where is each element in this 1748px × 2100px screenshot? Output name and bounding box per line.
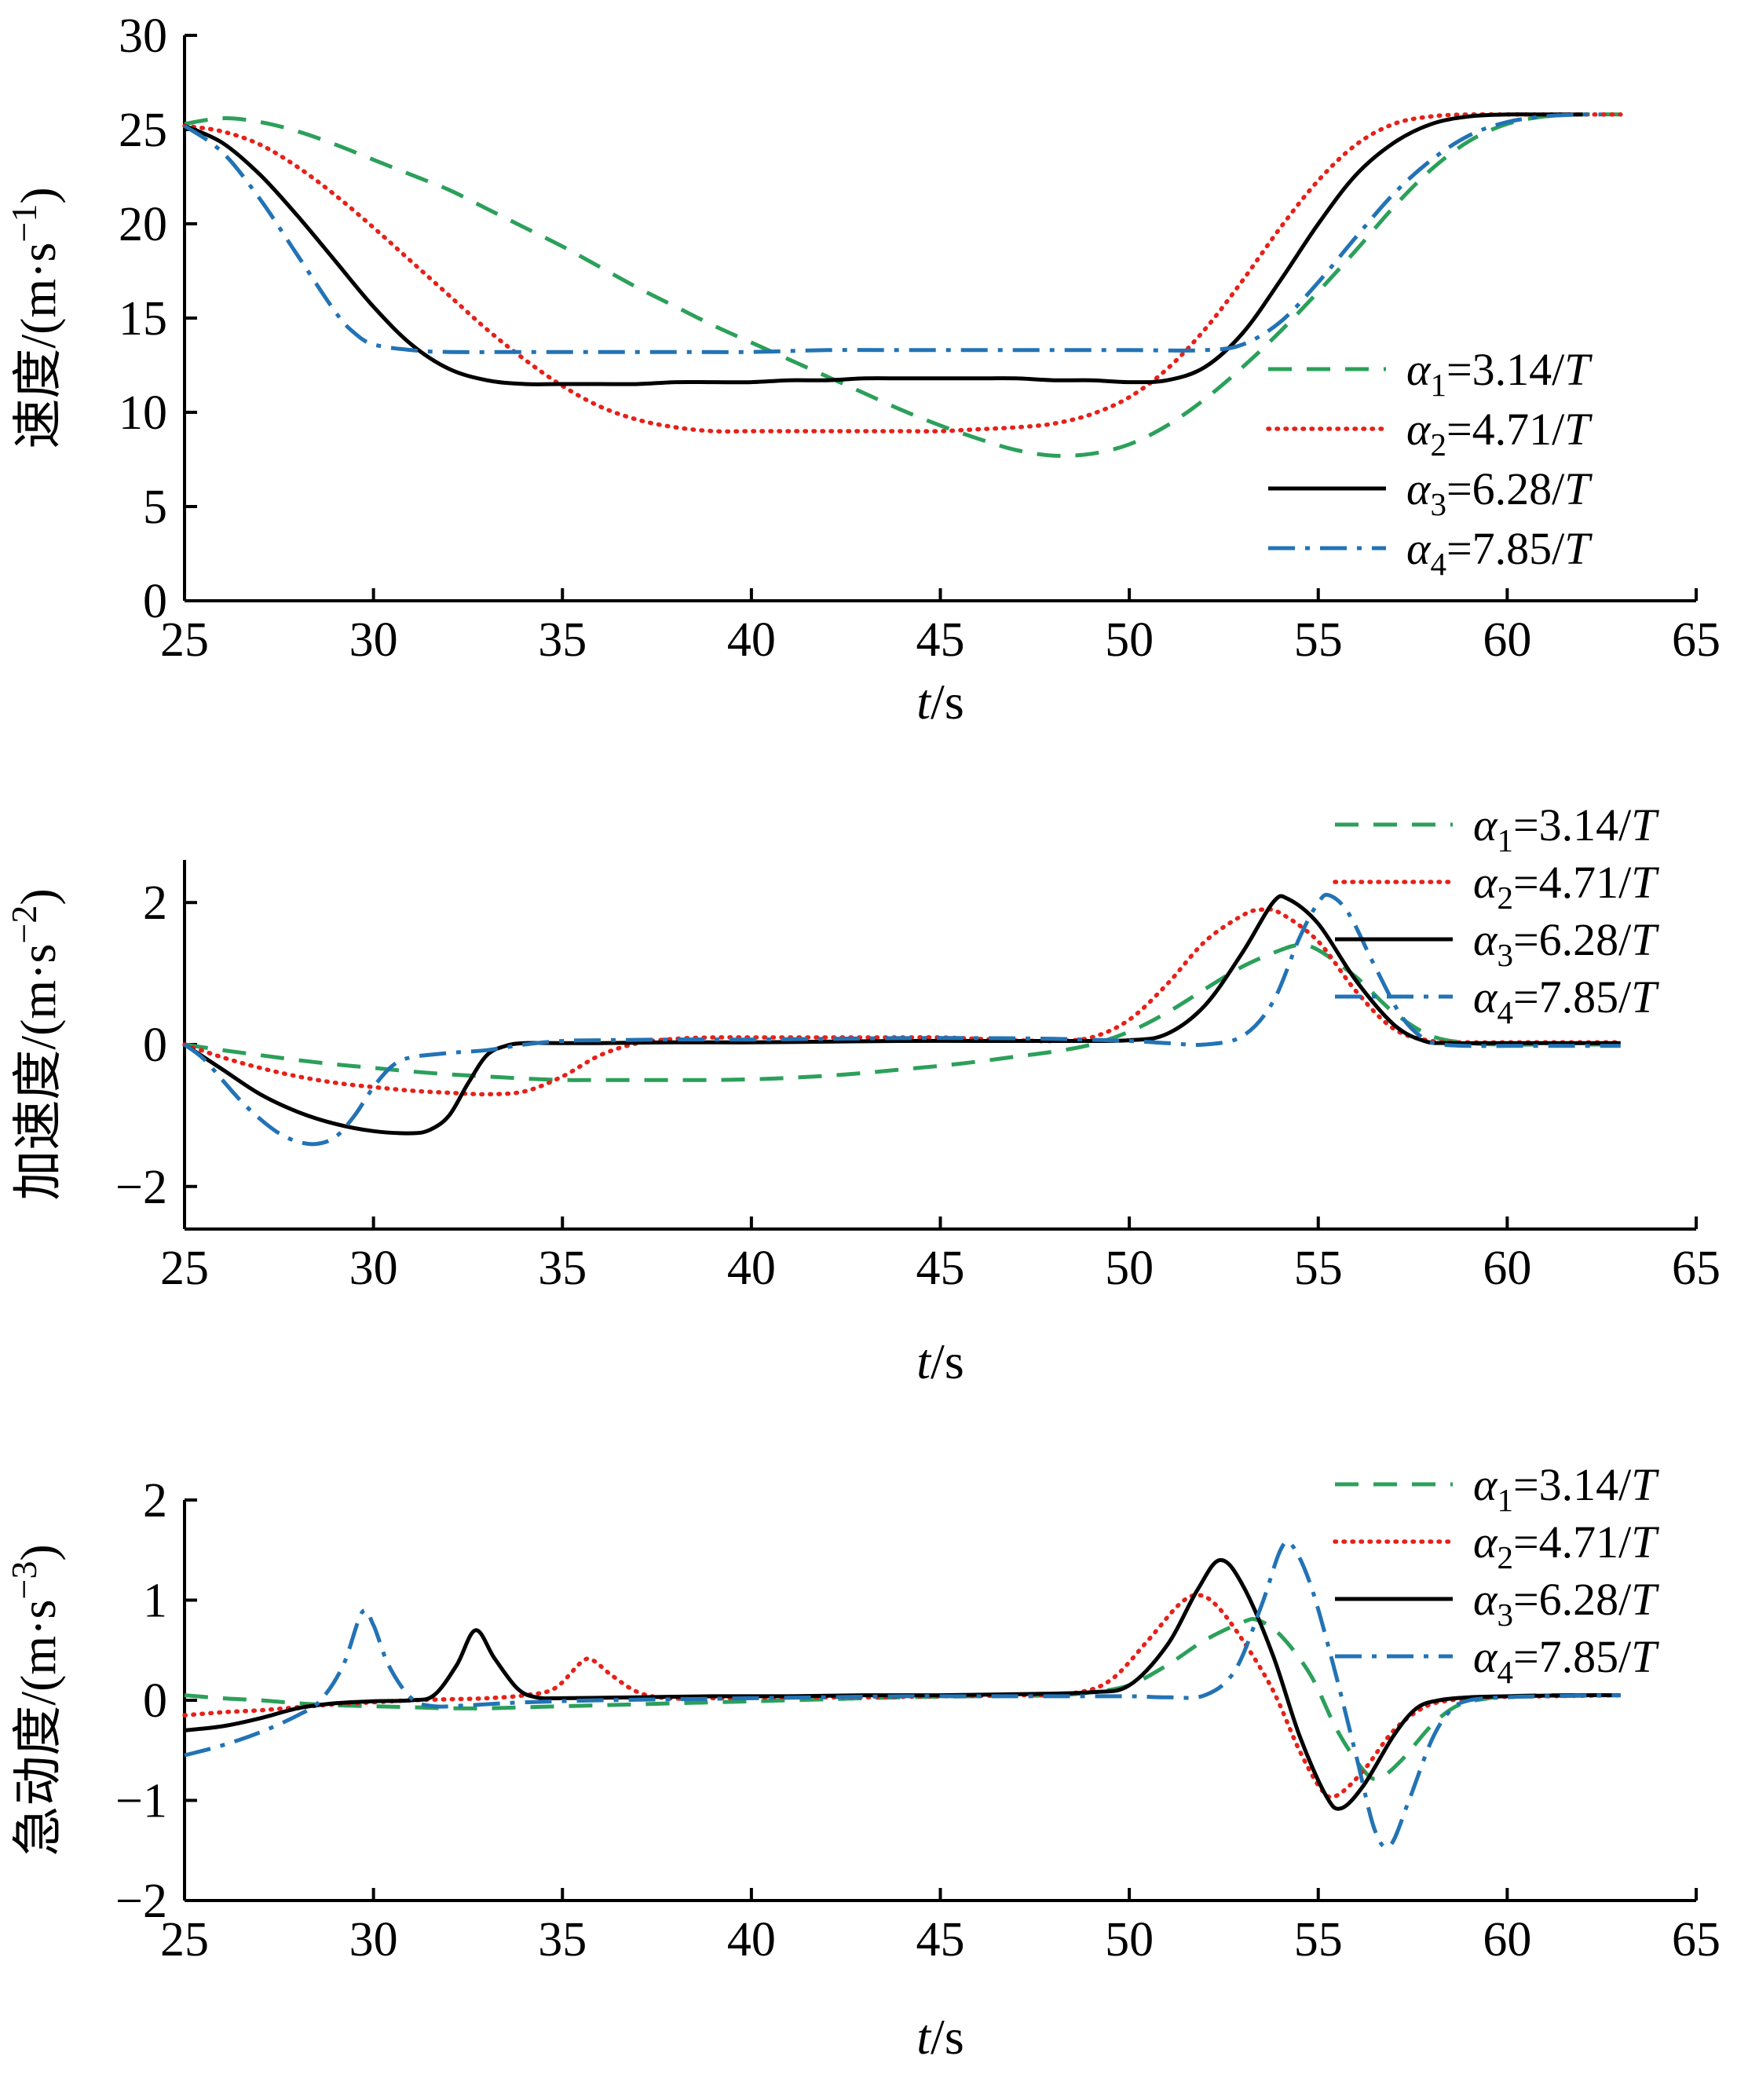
x-tick-label: 40 bbox=[727, 613, 776, 667]
legend-label-alpha1: α1=3.14/T bbox=[1473, 799, 1659, 858]
x-tick-label: 45 bbox=[916, 613, 965, 667]
series-alpha2-line bbox=[182, 1593, 1623, 1800]
x-tick-label: 40 bbox=[727, 1242, 776, 1295]
series-alpha1-line bbox=[184, 942, 1621, 1082]
x-tick-label: 35 bbox=[538, 1242, 587, 1295]
x-tick-label: 60 bbox=[1483, 613, 1531, 667]
x-tick-label: 25 bbox=[160, 1913, 209, 1966]
legend-label-alpha2: α2=4.71/T bbox=[1406, 404, 1593, 463]
legend-label-alpha2: α2=4.71/T bbox=[1473, 857, 1659, 916]
y-tick-label: 30 bbox=[119, 9, 167, 63]
x-tick-label: 60 bbox=[1483, 1242, 1531, 1295]
x-tick-label: 55 bbox=[1294, 613, 1343, 667]
legend-label-alpha1: α1=3.14/T bbox=[1473, 1459, 1659, 1518]
y-axis-label: 加速度/(m·s−2) bbox=[4, 888, 66, 1200]
legend-label-alpha4: α4=7.85/T bbox=[1473, 1631, 1659, 1690]
x-axis-label: t/s bbox=[916, 1334, 964, 1389]
y-tick-label: 15 bbox=[119, 292, 167, 346]
y-tick-label: −2 bbox=[115, 1875, 167, 1928]
x-tick-label: 40 bbox=[727, 1913, 776, 1966]
x-tick-label: 45 bbox=[916, 1913, 965, 1966]
velocity-figure: 25 30 35 40 45 50 55 60 65 0 5 10 15 20 25 30 速度/(m·s−1)… bbox=[0, 0, 1748, 746]
x-tick-label: 30 bbox=[349, 613, 398, 667]
series-alpha4-line bbox=[183, 112, 1602, 354]
series-alpha1-line bbox=[184, 112, 1621, 458]
y-axis-label: 速度/(m·s−1) bbox=[4, 187, 66, 448]
y-tick-label: 0 bbox=[143, 1019, 167, 1072]
x-axis-label: t/s bbox=[916, 2009, 964, 2065]
y-tick-label: 0 bbox=[143, 575, 167, 628]
x-tick-label: 30 bbox=[349, 1913, 398, 1966]
x-tick-label: 35 bbox=[538, 613, 587, 667]
y-tick-label: 25 bbox=[119, 104, 167, 157]
legend-label-alpha1: α1=3.14/T bbox=[1406, 344, 1593, 403]
y-tick-label: 20 bbox=[119, 198, 167, 251]
legend-label-alpha3: α3=6.28/T bbox=[1473, 1574, 1659, 1633]
y-tick-label: 10 bbox=[119, 386, 167, 440]
y-axis-label: 急动度/(m·s−3) bbox=[4, 1544, 66, 1856]
x-tick-label: 25 bbox=[160, 613, 209, 667]
legend-label-alpha4: α4=7.85/T bbox=[1473, 971, 1659, 1030]
acceleration-chart: 25 30 35 40 45 50 55 60 65 −2 0 2 加速度/(m·s−2) t/s α1=3… bbox=[4, 799, 1721, 1389]
x-tick-label: 65 bbox=[1672, 613, 1721, 667]
series-alpha4-line bbox=[183, 892, 1621, 1147]
y-tick-label: 5 bbox=[143, 481, 167, 534]
series-alpha4-line bbox=[184, 1539, 1621, 1849]
x-tick-label: 50 bbox=[1105, 1242, 1154, 1295]
jerk-chart: 25 30 35 40 45 50 55 60 65 −2 −1 0 1 2 急动度/(m·s−3) t/s α… bbox=[4, 1459, 1721, 2065]
jerk-figure: 25 30 35 40 45 50 55 60 65 −2 −1 0 1 2 急动度/(m·s−3) t/s α… bbox=[0, 1421, 1748, 2100]
x-tick-label: 55 bbox=[1294, 1242, 1343, 1295]
x-tick-label: 25 bbox=[160, 1242, 209, 1295]
x-tick-label: 50 bbox=[1105, 1913, 1154, 1966]
y-tick-label: 1 bbox=[143, 1575, 167, 1628]
x-tick-label: 35 bbox=[538, 1913, 587, 1966]
x-tick-label: 55 bbox=[1294, 1913, 1343, 1966]
y-tick-label: 0 bbox=[143, 1674, 167, 1728]
x-axis-label: t/s bbox=[916, 674, 964, 730]
series-alpha3-line bbox=[183, 894, 1621, 1136]
y-tick-label: 2 bbox=[143, 876, 167, 930]
y-tick-label: 2 bbox=[143, 1474, 167, 1527]
legend-label-alpha3: α3=6.28/T bbox=[1473, 914, 1659, 973]
y-tick-label: −1 bbox=[115, 1775, 167, 1828]
x-tick-label: 45 bbox=[916, 1242, 965, 1295]
legend-label-alpha3: α3=6.28/T bbox=[1406, 463, 1593, 522]
legend-label-alpha4: α4=7.85/T bbox=[1406, 523, 1593, 582]
x-tick-label: 65 bbox=[1672, 1913, 1721, 1966]
x-tick-label: 50 bbox=[1105, 613, 1154, 667]
x-tick-label: 30 bbox=[349, 1242, 398, 1295]
series-alpha2-line bbox=[182, 112, 1623, 434]
x-tick-label: 60 bbox=[1483, 1913, 1531, 1966]
series-alpha2-line bbox=[182, 906, 1623, 1097]
y-tick-label: −2 bbox=[115, 1161, 167, 1214]
x-tick-label: 65 bbox=[1672, 1242, 1721, 1295]
acceleration-figure: 25 30 35 40 45 50 55 60 65 −2 0 2 加速度/(m·s−2) t/s α1=3… bbox=[0, 746, 1748, 1421]
velocity-chart: 25 30 35 40 45 50 55 60 65 0 5 10 15 20 25 30 速度/(m·s−1)… bbox=[4, 9, 1721, 730]
legend-label-alpha2: α2=4.71/T bbox=[1473, 1516, 1659, 1575]
series-alpha3-line bbox=[183, 112, 1583, 386]
